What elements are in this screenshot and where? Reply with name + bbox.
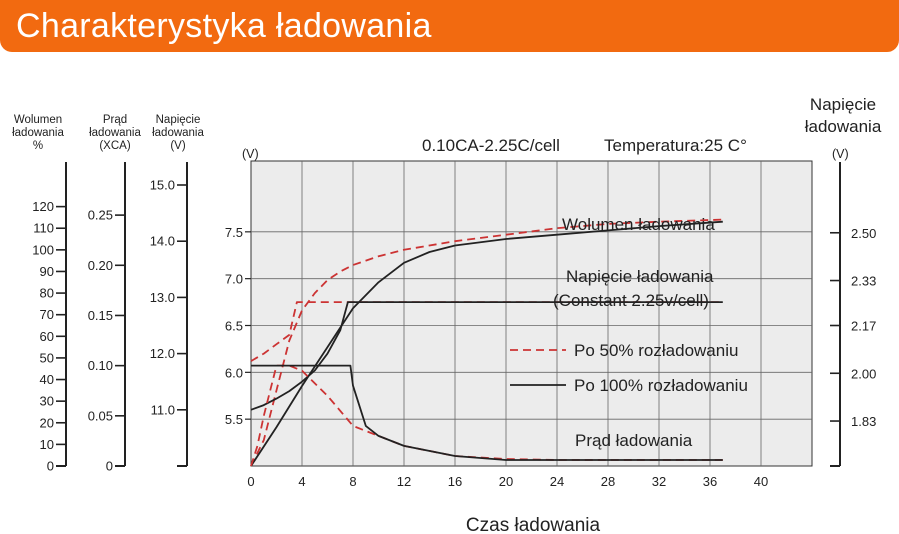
x-tick-36: 36 <box>703 474 717 489</box>
x-tick-28: 28 <box>601 474 615 489</box>
right-axis-header-0: Napięcie <box>810 95 876 114</box>
x-tick-24: 24 <box>550 474 564 489</box>
left-tick-label-0-80: 80 <box>40 286 54 301</box>
left-tick-label-1-0.10: 0.10 <box>88 358 113 373</box>
x-tick-20: 20 <box>499 474 513 489</box>
left-tick-label-0-50: 50 <box>40 350 54 365</box>
left-tick-label-0-20: 20 <box>40 415 54 430</box>
left-axis-header-2-1: ładowania <box>152 127 204 139</box>
left-tick-label-0-120: 120 <box>32 199 54 214</box>
right-tick-label-2.50: 2.50 <box>851 226 876 241</box>
plot-area <box>250 160 813 467</box>
voltage-annotation: Napięcie ładowania <box>566 267 714 286</box>
left-tick-label-0-70: 70 <box>40 307 54 322</box>
right-tick-label-1.83: 1.83 <box>851 414 876 429</box>
legend-solid-label: Po 100% rozładowaniu <box>574 376 748 395</box>
series-line-wolumen-dashed <box>250 218 723 467</box>
left-tick-label-0-0: 0 <box>47 459 54 474</box>
series-layer <box>250 218 723 467</box>
left-axis-header-0-1: ładowania <box>12 127 64 139</box>
left-axis-header-1-2: (XCA) <box>99 140 130 152</box>
left-axis-header-0-2: % <box>33 140 43 152</box>
v-tick-label-5.5: 5.5 <box>225 412 243 427</box>
current-annotation: Prąd ładowania <box>575 431 693 450</box>
right-tick-label-2.17: 2.17 <box>851 319 876 334</box>
left-tick-label-1-0.20: 0.20 <box>88 258 113 273</box>
title-banner: Charakterystyka ładowania <box>0 0 899 52</box>
left-tick-label-0-100: 100 <box>32 242 54 257</box>
v-axis-unit: (V) <box>242 147 259 161</box>
x-tick-8: 8 <box>349 474 356 489</box>
left-tick-label-2-12.0: 12.0 <box>150 346 175 361</box>
left-tick-label-0-30: 30 <box>40 394 54 409</box>
left-axis-header-0-0: Wolumen <box>14 114 62 126</box>
voltage-annotation-constant: (Constant 2.25v/cell) <box>553 291 709 310</box>
left-axis-header-2-0: Napięcie <box>156 114 201 126</box>
volume-annotation: Wolumen ładowania <box>562 215 715 234</box>
left-axis-header-2-2: (V) <box>170 140 186 152</box>
series-line-wolumen-solid <box>250 220 723 467</box>
grid-lines <box>251 161 812 466</box>
x-tick-40: 40 <box>754 474 768 489</box>
x-tick-16: 16 <box>448 474 462 489</box>
left-tick-label-0-10: 10 <box>40 437 54 452</box>
right-tick-label-2.33: 2.33 <box>851 274 876 289</box>
left-tick-label-1-0.25: 0.25 <box>88 208 113 223</box>
x-tick-32: 32 <box>652 474 666 489</box>
left-axis-header-1-0: Prąd <box>103 114 127 126</box>
v-tick-label-6.0: 6.0 <box>225 365 243 380</box>
left-tick-label-1-0: 0 <box>106 459 113 474</box>
left-tick-label-1-0.15: 0.15 <box>88 308 113 323</box>
temperature-label: Temperatura:25 C° <box>604 136 747 155</box>
left-tick-label-0-90: 90 <box>40 264 54 279</box>
left-tick-label-0-60: 60 <box>40 329 54 344</box>
right-axis-unit: (V) <box>832 147 849 161</box>
page-title: Charakterystyka ładowania <box>16 7 432 45</box>
axes: 0 4 8 12 16 20 24 28 32 36 40 0 10 20 30 40 50 60 70 80 90 10… <box>12 95 882 489</box>
x-tick-4: 4 <box>298 474 305 489</box>
x-tick-12: 12 <box>397 474 411 489</box>
v-tick-label-6.5: 6.5 <box>225 319 243 334</box>
left-tick-label-0-110: 110 <box>33 221 54 236</box>
left-axis-header-1-1: ładowania <box>89 127 141 139</box>
left-tick-label-2-14.0: 14.0 <box>150 234 175 249</box>
chart-title: 0.10CA-2.25C/cell <box>422 136 560 155</box>
left-tick-label-2-11.0: 11.0 <box>151 402 175 417</box>
right-axis-header-1: ładowania <box>805 117 882 136</box>
v-tick-label-7.5: 7.5 <box>225 225 243 240</box>
left-tick-label-1-0.05: 0.05 <box>88 408 113 423</box>
left-tick-label-0-40: 40 <box>40 372 54 387</box>
left-tick-label-2-15.0: 15.0 <box>150 178 175 193</box>
left-tick-label-2-13.0: 13.0 <box>150 290 175 305</box>
v-tick-label-7.0: 7.0 <box>225 272 243 287</box>
series-line-napięcie-dashed <box>250 301 723 362</box>
x-tick-0: 0 <box>247 474 254 489</box>
series-line-prąd-solid <box>251 364 723 461</box>
legend-dashed-label: Po 50% rozładowaniu <box>574 341 738 360</box>
x-axis-title: Czas ładowania <box>466 515 601 534</box>
series-line-napięcie-solid <box>250 301 723 411</box>
right-tick-label-2.00: 2.00 <box>851 366 876 381</box>
